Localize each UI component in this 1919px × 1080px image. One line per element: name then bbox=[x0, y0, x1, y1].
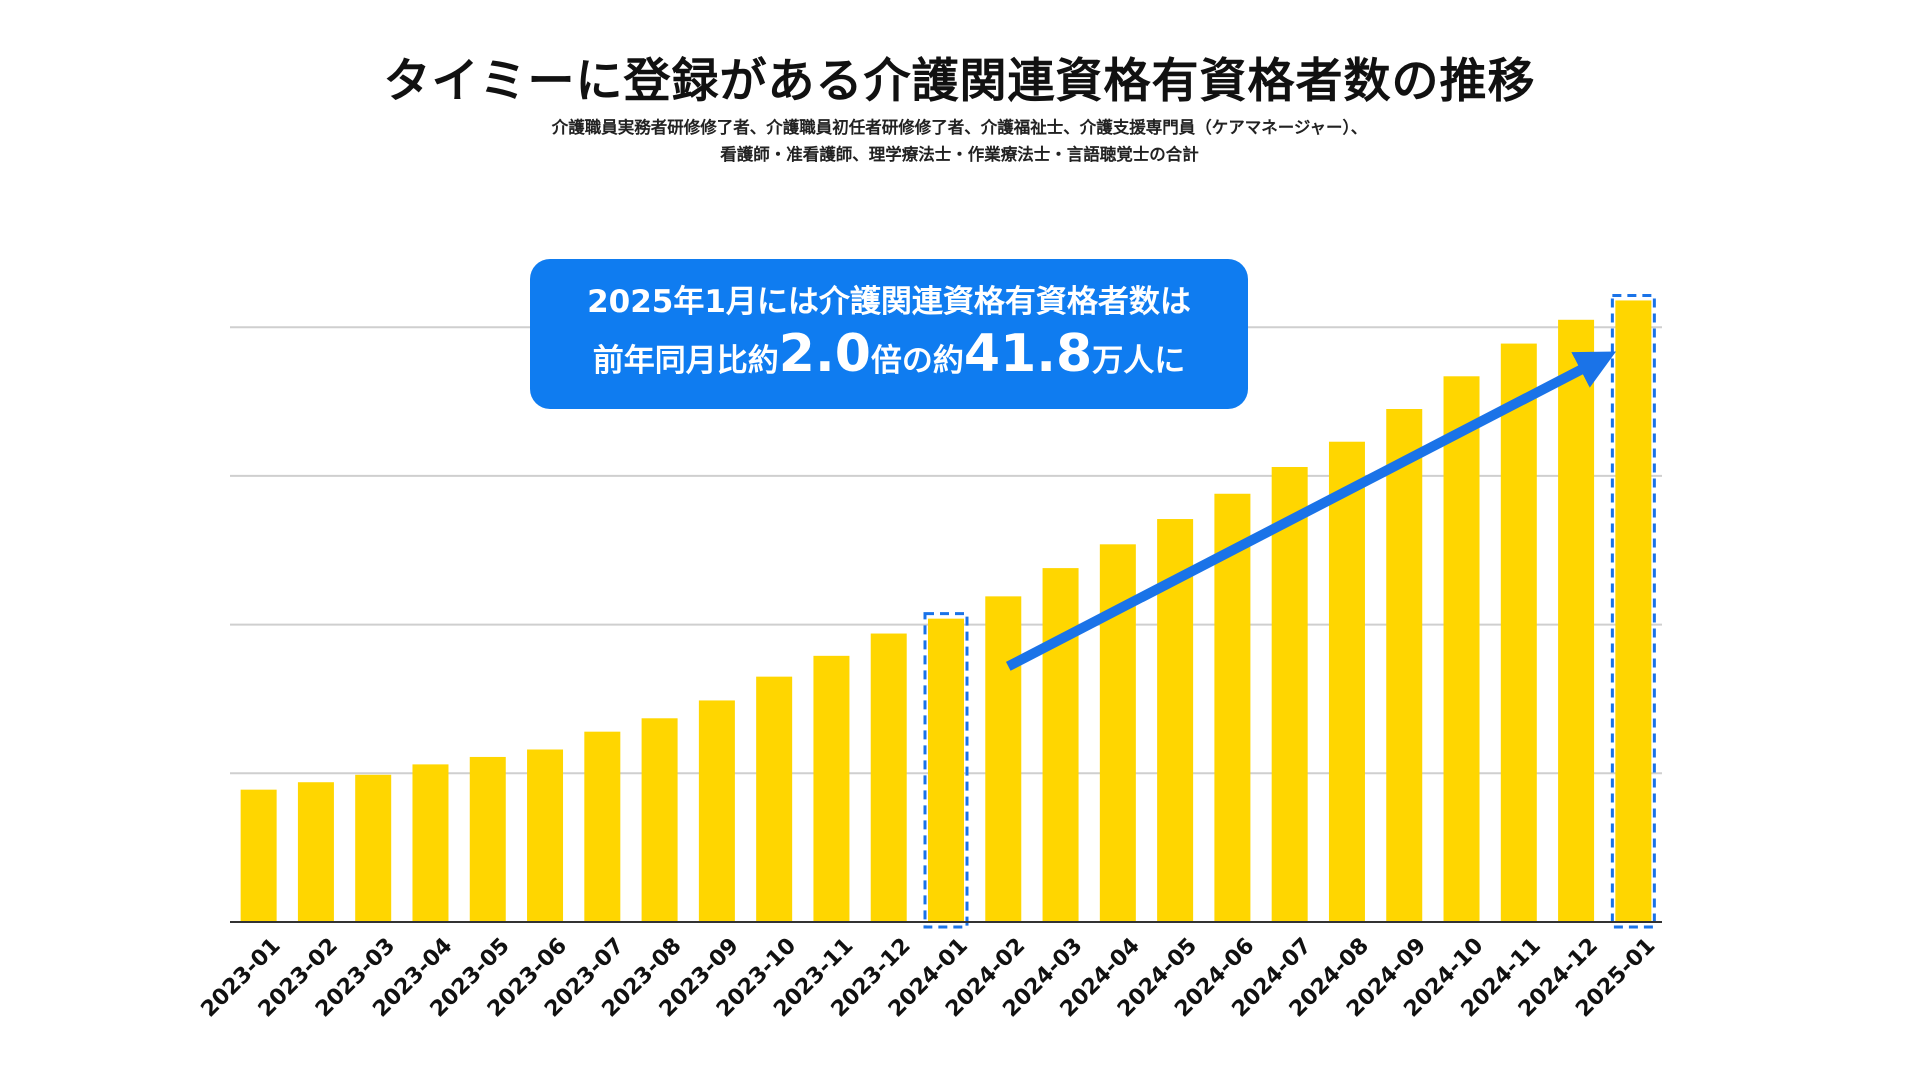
callout-suffix: 万人に bbox=[1092, 343, 1186, 379]
bar-2024-08 bbox=[1328, 441, 1365, 922]
bar-2023-10 bbox=[756, 676, 793, 922]
bar-2023-02 bbox=[297, 782, 334, 922]
bar-2023-03 bbox=[355, 774, 392, 922]
bar-2023-11 bbox=[813, 655, 850, 922]
bar-2023-04 bbox=[412, 764, 449, 922]
bar-2025-01 bbox=[1615, 300, 1652, 923]
subtitle-line-2: 看護師・准看護師、理学療法士・作業療法士・言語聴覚士の合計 bbox=[720, 145, 1199, 164]
bar-2023-05 bbox=[469, 756, 506, 922]
highlight-box-2025-01 bbox=[1610, 293, 1656, 929]
bar-2023-06 bbox=[527, 749, 564, 922]
bar-2024-07 bbox=[1271, 466, 1308, 922]
bar-2023-09 bbox=[698, 700, 735, 922]
highlight-box-2024-01 bbox=[923, 612, 969, 929]
subtitle-line-1: 介護職員実務者研修修了者、介護職員初任者研修修了者、介護福祉士、介護支援専門員（… bbox=[551, 118, 1368, 137]
callout-line-1: 2025年1月には介護関連資格有資格者数は bbox=[587, 284, 1191, 320]
bar-2024-06 bbox=[1214, 493, 1251, 922]
trend-arrow-line bbox=[1005, 351, 1617, 671]
bars bbox=[240, 300, 1652, 923]
callout-line-2: 前年同月比約2.0倍の約41.8万人に bbox=[530, 323, 1248, 392]
bar-2023-08 bbox=[641, 718, 678, 922]
bar-2024-09 bbox=[1386, 409, 1423, 922]
bar-2023-01 bbox=[240, 789, 277, 922]
chart-title: タイミーに登録がある介護関連資格有資格者数の推移 bbox=[383, 54, 1536, 109]
bar-2024-02 bbox=[985, 596, 1022, 922]
chart-subtitle: 介護職員実務者研修修了者、介護職員初任者研修修了者、介護福祉士、介護支援専門員（… bbox=[0, 114, 1919, 168]
callout-box: 2025年1月には介護関連資格有資格者数は 前年同月比約2.0倍の約41.8万人… bbox=[530, 259, 1248, 409]
bar-2024-01 bbox=[928, 618, 964, 922]
callout-prefix: 前年同月比約 bbox=[592, 343, 779, 379]
callout-total: 41.8 bbox=[963, 324, 1093, 384]
bar-2024-11 bbox=[1500, 343, 1537, 922]
bar-2023-12 bbox=[870, 633, 907, 922]
bar-2023-07 bbox=[584, 731, 621, 922]
highlight-boxes bbox=[923, 293, 1656, 929]
bar-2024-10 bbox=[1443, 376, 1480, 922]
callout-ratio: 2.0 bbox=[778, 324, 871, 384]
callout-mid: 倍の約 bbox=[870, 343, 964, 379]
trend-arrow bbox=[1005, 351, 1617, 671]
bar-2024-03 bbox=[1042, 568, 1079, 922]
bar-2024-12 bbox=[1558, 319, 1595, 923]
x-tick-labels: 2023-012023-022023-032023-042023-052023-… bbox=[197, 933, 1661, 1022]
